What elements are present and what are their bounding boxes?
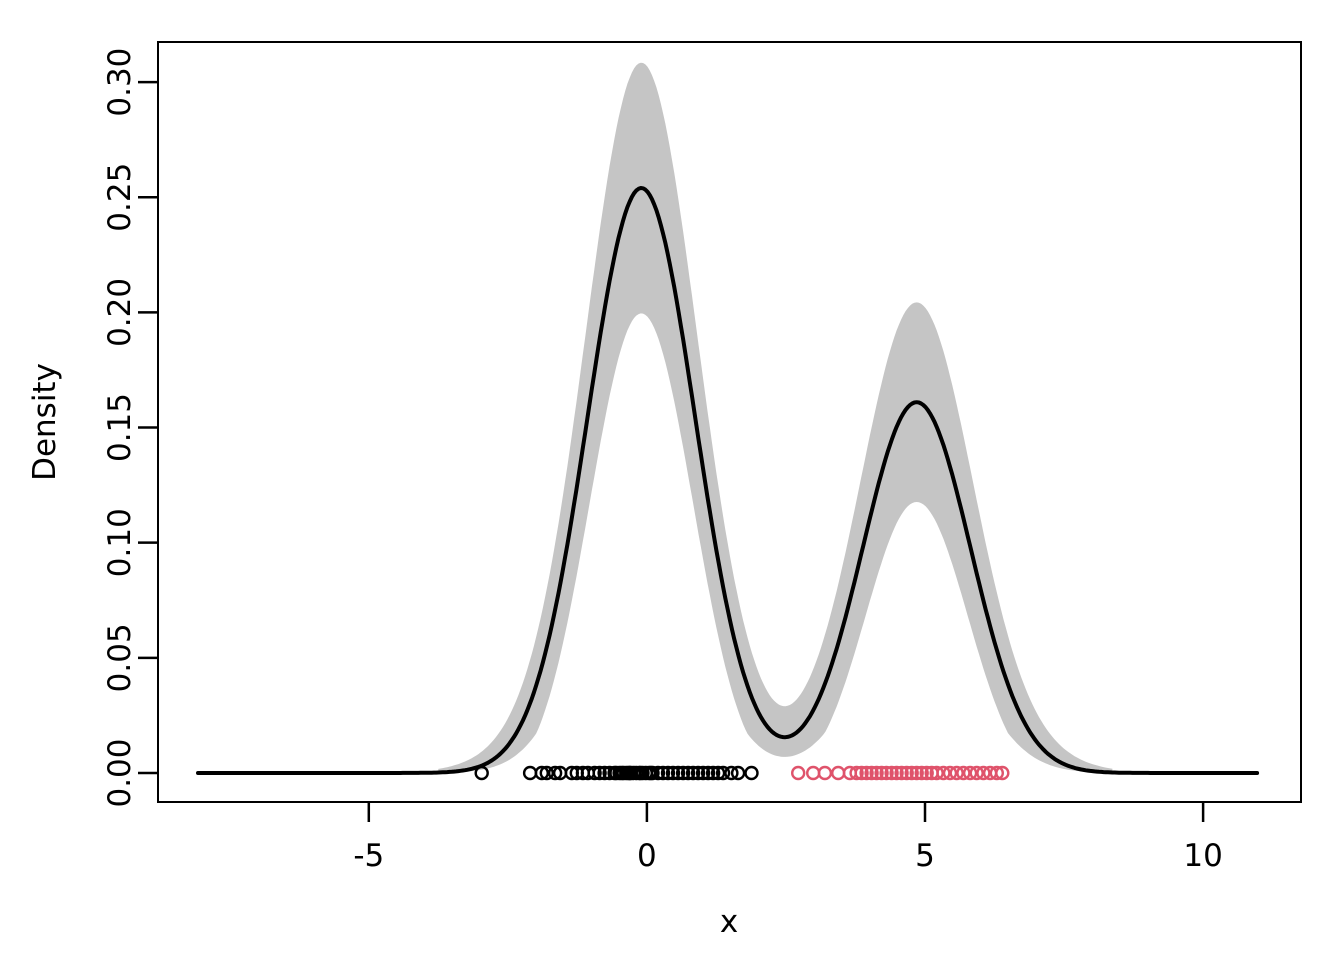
confidence-band-polygon [438,62,1113,773]
x-axis-tick-label: 5 [915,838,935,874]
rug-point-group1 [522,765,538,781]
rug-point-group2 [889,765,904,781]
rug-point-group1 [675,765,691,781]
density-curve [196,186,1260,775]
rug-point-group1 [730,765,746,781]
rug-point-group2 [879,765,894,781]
rug-point-group2 [919,765,934,781]
rug-point-group1 [695,765,711,781]
rug-point-group2 [849,765,864,781]
rug-point-group1 [645,765,660,781]
rug-point-group2 [859,765,874,781]
rug-point-group1 [655,765,671,781]
rug-point-group1 [710,765,726,781]
y-axis-tick-label: 0.05 [102,623,138,692]
axes: -5 0 5 10 0.00 0.05 0.10 0.15 0.20 0.25 0.30 [102,41,1302,874]
rug-point-group1 [592,765,607,781]
rug-point-group1 [670,765,686,781]
rug-point-group1 [587,765,602,781]
rug-point-group2 [914,765,929,781]
x-axis-tick-label: 0 [637,838,657,874]
rug-point-group2 [989,765,1004,781]
y-axis-tick-label: 0.25 [102,163,138,232]
rug-point-group1 [705,765,721,781]
density-curve-line [196,186,1260,775]
rug-point-group2 [854,765,869,781]
rug-point-group1 [744,765,759,781]
rug-point-group1 [690,765,706,781]
rug-point-group2 [936,765,951,781]
rug-point-group1 [700,765,716,781]
x-axis-tick-label: -5 [353,838,384,874]
rug-point-group2 [995,765,1010,781]
y-axis-tick-label: 0.10 [102,508,138,577]
rug-point-group2 [969,765,984,781]
rug-points [474,765,1010,781]
y-axis-tick-label: 0.00 [102,738,138,807]
rug-point-group2 [976,765,991,781]
rug-point-group1 [547,765,563,781]
rug-point-group2 [899,765,914,781]
rug-point-group1 [724,765,739,781]
rug-point-group2 [864,765,879,781]
rug-point-group2 [817,765,833,781]
rug-point-group2 [956,765,971,781]
rug-point-group2 [942,765,958,781]
y-axis-title: Density [27,363,63,481]
rug-point-group1 [650,765,666,781]
rug-point-group1 [715,765,731,781]
rug-point-group2 [791,765,806,781]
rug-point-group2 [831,765,846,781]
y-axis-tick-label: 0.30 [102,48,138,117]
rug-point-group1 [680,765,696,781]
rug-point-group2 [874,765,889,781]
rug-point-group1 [660,765,676,781]
rug-point-group2 [949,765,964,781]
rug-point-group1 [534,765,549,781]
rug-point-group2 [929,765,944,781]
rug-point-group2 [894,765,909,781]
rug-point-group1 [665,765,681,781]
rug-point-group2 [884,765,899,781]
rug-point-group2 [869,765,884,781]
y-axis-tick-label: 0.20 [102,278,138,347]
rug-point-group2 [904,765,919,781]
rug-point-group2 [909,765,924,781]
rug-point-group1 [474,765,489,781]
x-axis-title: x [720,904,738,940]
confidence-band [438,62,1113,773]
plot-box [157,41,1302,803]
x-axis-tick-label: 10 [1183,838,1222,874]
rug-point-group2 [962,765,978,781]
rug-point-group2 [806,765,821,781]
y-axis-tick-label: 0.15 [102,393,138,462]
rug-point-group1 [685,765,701,781]
rug-point-group1 [539,765,554,781]
